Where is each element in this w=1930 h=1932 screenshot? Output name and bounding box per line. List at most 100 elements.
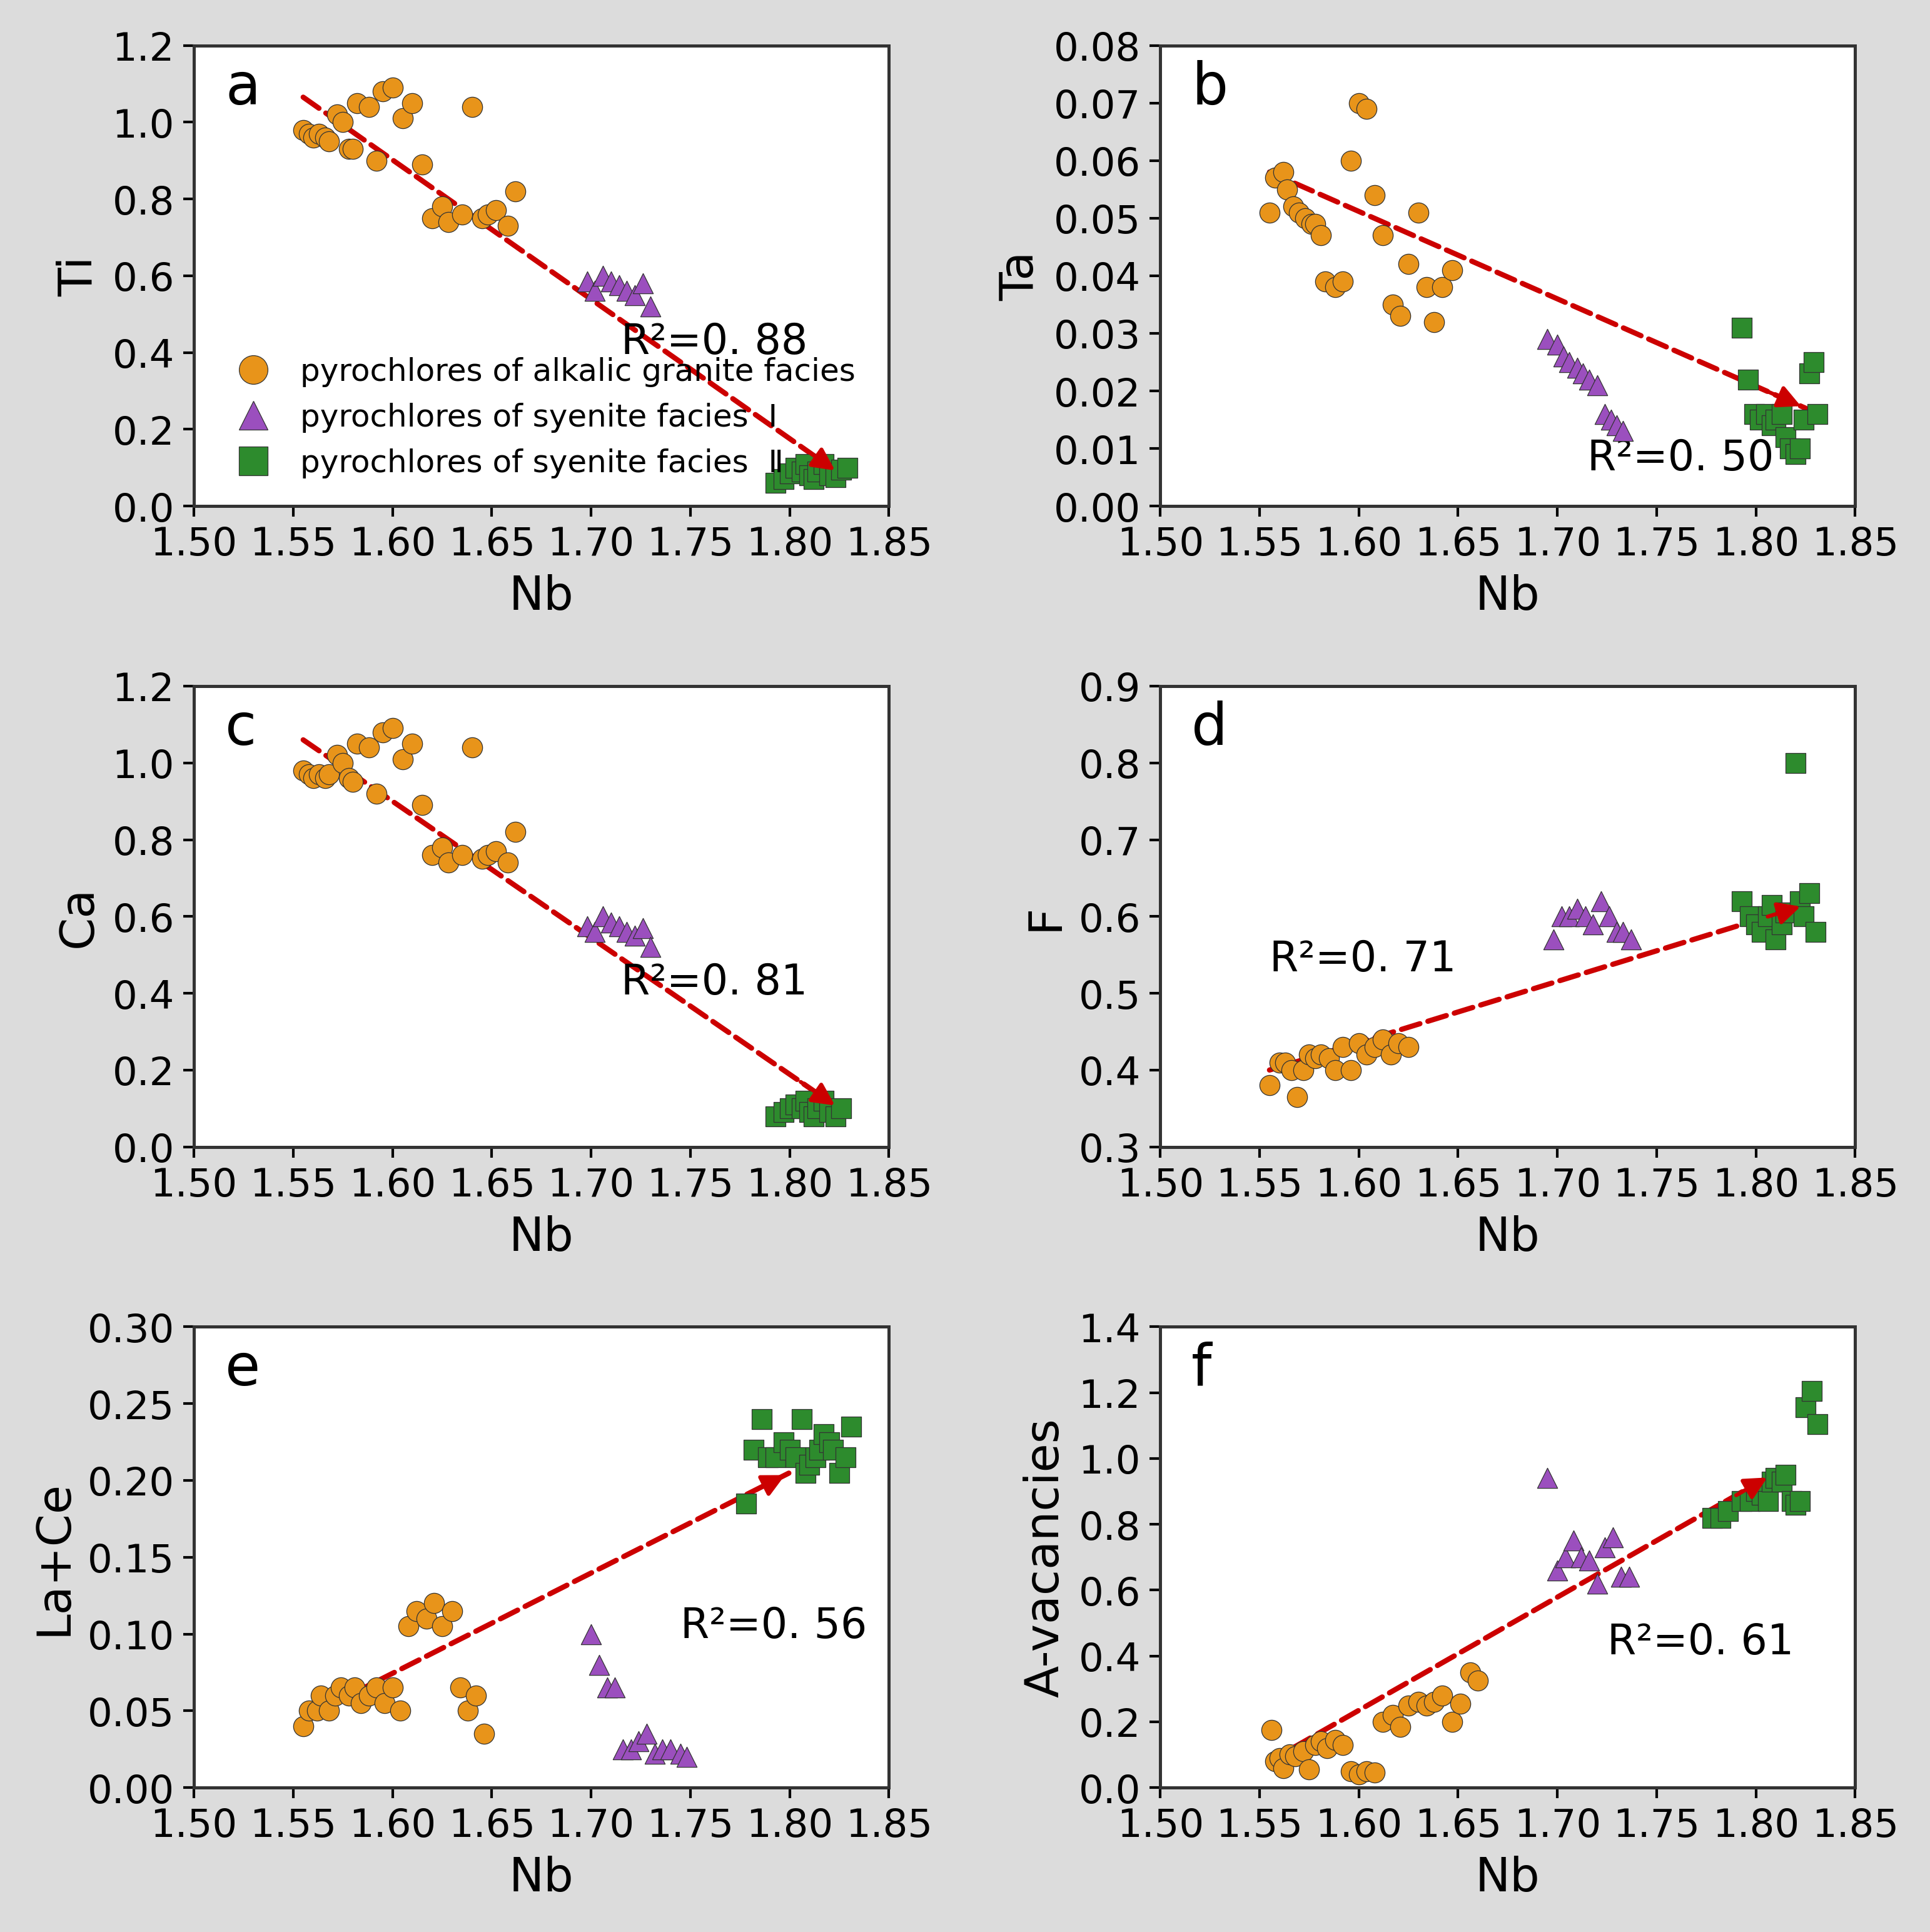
Point [1751, 400, 1781, 431]
Point [1268, 156, 1299, 187]
Point [334, 133, 365, 164]
Point [596, 267, 627, 298]
Point [635, 292, 666, 323]
Point [1283, 197, 1314, 228]
Point [1590, 400, 1621, 431]
Point [1419, 1687, 1449, 1718]
Point [1741, 910, 1772, 941]
Point [500, 176, 531, 207]
Point [1403, 197, 1434, 228]
Point [461, 1681, 492, 1712]
Point [388, 104, 419, 135]
Point [293, 1696, 324, 1727]
Point [417, 840, 448, 871]
Point [1573, 365, 1604, 396]
Y-axis label: La+Ce: La+Ce [31, 1480, 77, 1634]
Point [1803, 400, 1833, 431]
X-axis label: Nb: Nb [1475, 1855, 1540, 1901]
Point [760, 468, 791, 498]
Point [353, 1681, 384, 1712]
Point [1783, 1486, 1814, 1517]
Point [1343, 89, 1374, 120]
Point [1426, 272, 1457, 303]
Point [1747, 1480, 1778, 1511]
Point [1351, 1756, 1382, 1787]
Point [814, 460, 845, 491]
Point [1739, 400, 1770, 431]
Point [1270, 1047, 1301, 1078]
Point [1594, 902, 1625, 933]
Point [446, 840, 477, 871]
Point [635, 931, 666, 962]
Point [1419, 307, 1449, 338]
Point [1567, 359, 1598, 390]
Point [1307, 1725, 1337, 1756]
Point [1274, 1739, 1305, 1770]
Point [1299, 1043, 1330, 1074]
Point [1446, 1689, 1476, 1719]
Point [836, 1412, 867, 1443]
Point [376, 1673, 407, 1704]
Point [1783, 887, 1814, 918]
Point [1783, 433, 1814, 464]
Point [305, 1681, 336, 1712]
Point [814, 1097, 845, 1128]
Point [313, 126, 344, 156]
Point [809, 1418, 840, 1449]
Point [780, 452, 811, 483]
Point [760, 1101, 791, 1132]
Point [803, 456, 834, 487]
Point [288, 1710, 318, 1741]
Point [1393, 1032, 1424, 1063]
Point [579, 276, 610, 307]
Point [1463, 1665, 1494, 1696]
Point [303, 118, 334, 149]
Point [1766, 910, 1797, 941]
Point [376, 73, 407, 104]
Point [1756, 1466, 1787, 1497]
Point [427, 191, 457, 222]
Point [1801, 916, 1832, 947]
Point [1797, 1376, 1828, 1406]
Point [1608, 415, 1639, 446]
Point [407, 149, 438, 180]
Point [1752, 902, 1783, 933]
Point [328, 108, 359, 139]
Point [1336, 1756, 1366, 1787]
Point [1289, 203, 1320, 234]
Point [789, 1086, 820, 1117]
Point [620, 280, 650, 311]
Point [1264, 1047, 1295, 1078]
Point [1561, 895, 1592, 925]
Point [467, 844, 498, 875]
Point [814, 1426, 845, 1457]
Point [1384, 1028, 1415, 1059]
Point [1436, 1706, 1467, 1737]
Point [579, 916, 610, 947]
Point [322, 100, 353, 131]
Point [596, 908, 627, 939]
Point [436, 1596, 467, 1627]
Point [818, 1434, 849, 1464]
Point [297, 122, 328, 153]
Point [303, 759, 334, 790]
Point [1770, 421, 1801, 452]
Point [432, 848, 463, 879]
Point [1328, 267, 1359, 298]
Point [1343, 1028, 1374, 1059]
Point [1795, 879, 1826, 910]
Point [328, 748, 359, 779]
Point [386, 1696, 417, 1727]
Text: c: c [226, 699, 257, 757]
X-axis label: Nb: Nb [1475, 574, 1540, 620]
Point [452, 1696, 482, 1727]
Point [326, 1673, 357, 1704]
Text: R²=0. 81: R²=0. 81 [621, 962, 807, 1003]
Point [575, 1619, 606, 1650]
Point [768, 1426, 799, 1457]
Point [587, 261, 618, 292]
Point [587, 902, 618, 933]
Point [1766, 1466, 1797, 1497]
Point [1359, 180, 1390, 211]
Point [1393, 249, 1424, 280]
